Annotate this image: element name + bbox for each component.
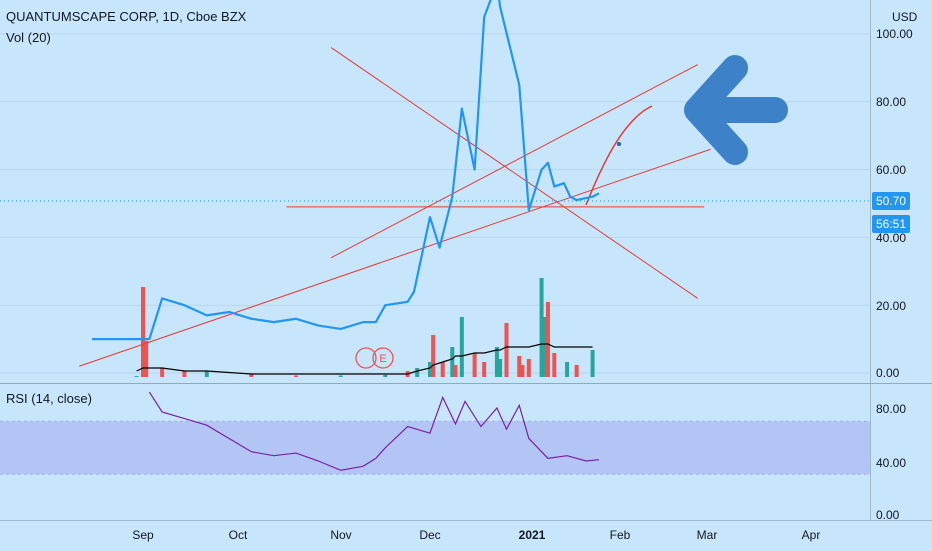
volume-bar <box>427 362 432 377</box>
rsi-band <box>0 421 870 475</box>
volume-bar <box>182 371 187 377</box>
projection-curve <box>585 105 653 206</box>
rsi-legend[interactable]: RSI (14, close) <box>6 391 92 406</box>
time-axis[interactable] <box>0 520 932 551</box>
last-price-badge: 50.70 <box>872 192 910 210</box>
price-tick-label: 60.00 <box>876 163 907 177</box>
volume-bar <box>482 362 487 377</box>
currency-label[interactable]: USD <box>892 10 918 24</box>
rsi-tick-label: 40.00 <box>876 456 907 470</box>
rsi-tick-label: 0.00 <box>876 508 900 522</box>
symbol-legend[interactable]: QUANTUMSCAPE CORP, 1D, Cboe BZX <box>6 9 247 24</box>
trendline <box>79 148 711 367</box>
volume-bar <box>294 375 299 377</box>
price-tick-label: 20.00 <box>876 299 907 313</box>
volume-bar <box>542 317 547 377</box>
time-tick-label: Dec <box>419 528 441 542</box>
time-tick-label: Feb <box>609 528 631 542</box>
volume-bar <box>459 317 464 377</box>
volume-bar <box>450 347 455 377</box>
price-tick-label: 100.00 <box>876 27 913 41</box>
volume-bar <box>517 356 522 377</box>
volume-bar <box>504 323 509 377</box>
time-tick-label: Sep <box>132 528 154 542</box>
price-tick-label: 0.00 <box>876 366 900 380</box>
volume-bar <box>431 335 436 377</box>
earnings-marker <box>355 347 377 369</box>
rsi-line <box>148 391 600 471</box>
volume-bar <box>545 302 550 377</box>
volume-bar <box>552 353 557 377</box>
volume-bar <box>160 368 165 377</box>
volume-bar <box>134 376 139 377</box>
volume-bar <box>590 350 595 377</box>
annotation-arrow <box>684 55 788 165</box>
price-tick-label: 40.00 <box>876 231 907 245</box>
time-tick-label: Nov <box>330 528 352 542</box>
volume-bar <box>472 353 477 377</box>
earnings-marker-label: E <box>379 353 386 365</box>
time-tick-label: Oct <box>228 528 248 542</box>
volume-bar <box>498 359 503 377</box>
earnings-marker <box>372 347 394 369</box>
volume-bar <box>539 278 544 377</box>
projection-point <box>617 142 621 146</box>
pane-divider[interactable] <box>0 383 932 384</box>
volume-legend[interactable]: Vol (20) <box>6 30 51 45</box>
price-line <box>91 0 600 341</box>
volume-bar <box>141 287 145 377</box>
time-tick-label: Mar <box>696 528 718 542</box>
volume-bar <box>440 362 445 377</box>
volume-bar <box>574 365 579 377</box>
price-tick-label: 80.00 <box>876 95 907 109</box>
rsi-tick-label: 80.00 <box>876 402 907 416</box>
time-tick-label: 2021 <box>518 528 546 542</box>
volume-ma-line <box>136 343 593 375</box>
volume-bar <box>338 375 343 377</box>
volume-bar <box>383 374 388 377</box>
volume-bar <box>565 362 570 377</box>
trendline <box>330 47 699 299</box>
countdown-badge: 56:51 <box>872 215 910 233</box>
volume-bar <box>204 371 209 377</box>
volume-bar <box>415 368 420 377</box>
trendline <box>330 64 699 259</box>
volume-bar <box>144 341 149 377</box>
volume-bar <box>526 359 531 377</box>
price-axis[interactable] <box>870 0 932 520</box>
volume-bar <box>453 365 458 377</box>
time-tick-label: Apr <box>801 528 821 542</box>
volume-bar <box>494 347 499 377</box>
volume-bar <box>520 365 525 377</box>
volume-bar <box>249 374 254 377</box>
